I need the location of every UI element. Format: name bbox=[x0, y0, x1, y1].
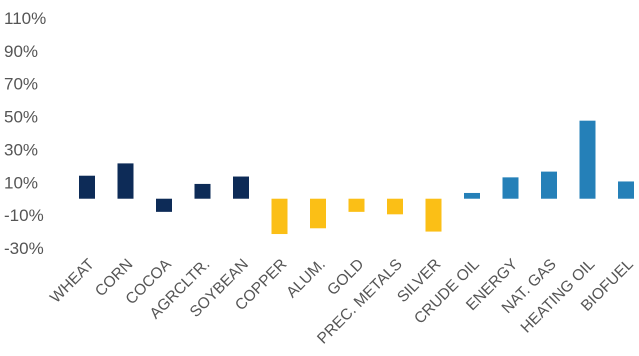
x-tick-label: WHEAT bbox=[47, 255, 98, 306]
bar-biofuel bbox=[618, 181, 634, 199]
bar-agrcltr bbox=[194, 183, 211, 199]
bar-crude-oil bbox=[464, 192, 480, 199]
y-tick-label: 10% bbox=[4, 173, 38, 192]
bars bbox=[79, 120, 634, 235]
y-tick-label: 30% bbox=[4, 140, 38, 159]
y-tick-label: 50% bbox=[4, 108, 38, 127]
bar-alum bbox=[310, 198, 326, 229]
y-tick-label: 90% bbox=[4, 42, 38, 61]
bar-nat-gas bbox=[541, 171, 557, 199]
bar-gold bbox=[348, 198, 365, 212]
bar-copper bbox=[271, 198, 288, 235]
bar-soybean bbox=[233, 176, 249, 199]
bar-prec-metals bbox=[387, 198, 403, 215]
bar-energy bbox=[502, 177, 519, 199]
y-tick-label: 70% bbox=[4, 75, 38, 94]
x-axis-labels: WHEATCORNCOCOAAGRCLTR.SOYBEANCOPPERALUM.… bbox=[47, 255, 637, 347]
bar-wheat bbox=[79, 175, 95, 199]
y-axis-labels: -30% -10% 10% 30% 50% 70% 90% 110% bbox=[4, 9, 46, 258]
x-tick-label: ALUM. bbox=[283, 256, 329, 302]
y-tick-label: 110% bbox=[4, 9, 46, 28]
bar-heating-oil bbox=[579, 120, 596, 199]
bar-cocoa bbox=[156, 198, 172, 212]
y-tick-label: -30% bbox=[4, 239, 44, 258]
y-tick-label: -10% bbox=[4, 206, 44, 225]
bar-silver bbox=[425, 198, 442, 232]
bar-corn bbox=[117, 163, 134, 199]
